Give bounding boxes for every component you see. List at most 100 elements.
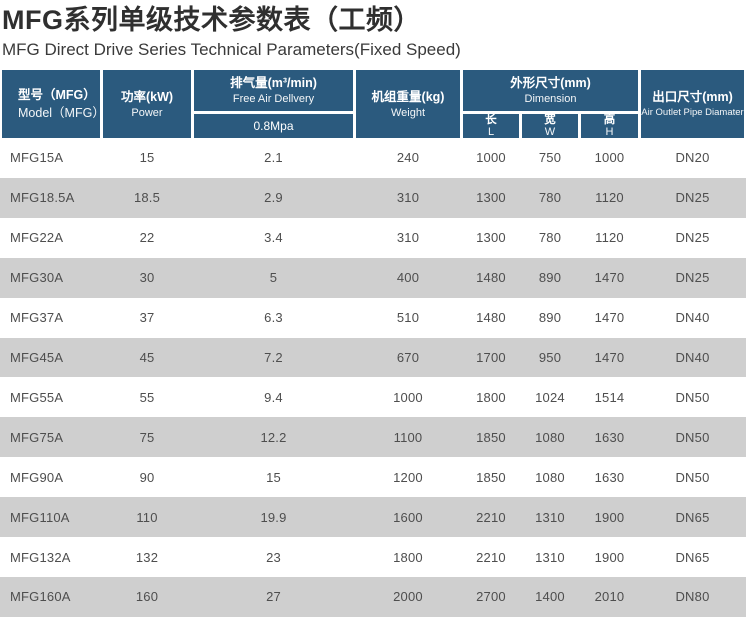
header-dim-length-cn: 长 — [485, 114, 497, 126]
table-row: MFG90A 90 15 1200 1850 1080 1630 DN50 — [0, 457, 746, 498]
table-row: MFG45A 45 7.2 670 1700 950 1470 DN40 — [0, 337, 746, 378]
cell-width: 890 — [538, 270, 562, 286]
header-fad-pressure: 0.8Mpa — [194, 114, 353, 138]
cell-power: 18.5 — [133, 190, 161, 206]
cell-model: MFG110A — [10, 509, 70, 525]
cell-height: 1120 — [595, 190, 624, 206]
cell-model: MFG45A — [10, 349, 64, 365]
cell-model: MFG160A — [10, 589, 71, 605]
cell-length: 1800 — [476, 389, 506, 405]
table-row: MFG37A 37 6.3 510 1480 890 1470 DN40 — [0, 297, 746, 338]
cell-outlet: DN25 — [675, 190, 710, 206]
table-row: MFG160A 160 27 2000 2700 1400 2010 DN80 — [0, 576, 746, 617]
cell-weight: 510 — [396, 310, 420, 326]
cell-weight: 2000 — [393, 589, 423, 605]
cell-height: 1514 — [594, 389, 625, 405]
cell-width: 1080 — [535, 469, 565, 485]
cell-length: 1850 — [476, 429, 506, 445]
cell-fad: 15 — [266, 469, 281, 485]
cell-power: 45 — [139, 349, 155, 365]
header-weight: 机组重量(kg) Weight — [356, 70, 460, 138]
page-subtitle: MFG Direct Drive Series Technical Parame… — [2, 40, 461, 59]
cell-length: 2210 — [476, 509, 506, 525]
cell-length: 2700 — [476, 589, 506, 605]
cell-outlet: DN40 — [675, 349, 710, 365]
cell-power: 15 — [139, 150, 155, 166]
cell-fad: 23 — [266, 549, 281, 565]
cell-height: 1900 — [594, 549, 625, 565]
cell-width: 890 — [538, 310, 562, 326]
header-model: 型号（MFG） Model（MFG） — [2, 70, 105, 138]
cell-power: 22 — [139, 230, 155, 246]
cell-fad: 7.2 — [264, 349, 283, 365]
cell-fad: 6.3 — [264, 310, 283, 326]
header-dimension-en: Dimension — [524, 93, 577, 105]
cell-model: MFG55A — [10, 389, 64, 405]
header-power: 功率(kW) Power — [103, 70, 191, 138]
cell-weight: 1000 — [393, 389, 423, 405]
table-row: MFG55A 55 9.4 1000 1800 1024 1514 DN50 — [0, 377, 746, 418]
cell-length: 1850 — [476, 469, 506, 485]
cell-model: MFG90A — [10, 469, 64, 485]
table-row: MFG22A 22 3.4 310 1300 780 1120 DN25 — [0, 217, 746, 258]
cell-model: MFG75A — [10, 429, 64, 445]
header-dim-length: 长 L — [463, 114, 519, 138]
table-row: MFG110A 110 19.9 1600 2210 1310 1900 DN6… — [0, 497, 746, 538]
cell-fad: 3.4 — [264, 230, 283, 246]
cell-weight: 400 — [396, 270, 420, 286]
cell-power: 110 — [136, 509, 158, 525]
cell-width: 1310 — [535, 509, 565, 525]
cell-outlet: DN40 — [675, 310, 710, 326]
table-row: MFG75A 75 12.2 1100 1850 1080 1630 DN50 — [0, 417, 746, 458]
header-dim-width-en: W — [544, 126, 556, 138]
cell-model: MFG30A — [10, 270, 64, 286]
cell-weight: 1100 — [393, 429, 423, 445]
header-power-cn: 功率(kW) — [120, 89, 174, 104]
cell-model: MFG15A — [10, 150, 64, 166]
header-weight-cn: 机组重量(kg) — [371, 89, 445, 104]
cell-fad: 2.9 — [264, 190, 283, 206]
cell-weight: 1800 — [393, 549, 423, 565]
cell-outlet: DN20 — [675, 150, 710, 166]
cell-length: 1480 — [476, 270, 506, 286]
header-power-en: Power — [131, 106, 163, 119]
header-dim-width-cn: 宽 — [544, 114, 556, 126]
cell-width: 950 — [538, 349, 562, 365]
header-outlet: 出口尺寸(mm) Air Outlet Pipe Diamater — [641, 70, 744, 138]
table-row: MFG132A 132 23 1800 2210 1310 1900 DN65 — [0, 537, 746, 577]
title-block: MFG系列单级技术参数表（工频） MFG Direct Drive Series… — [0, 0, 746, 70]
cell-width: 1080 — [535, 429, 565, 445]
header-dimension-cn: 外形尺寸(mm) — [510, 76, 591, 90]
cell-fad: 5 — [269, 270, 278, 286]
cell-model: MFG37A — [10, 310, 64, 326]
header-dim-length-en: L — [487, 126, 495, 138]
header-model-en: Model（MFG） — [18, 106, 105, 120]
cell-outlet: DN25 — [675, 230, 710, 246]
cell-power: 30 — [139, 270, 155, 286]
header-dim-height: 高 H — [581, 114, 638, 138]
cell-height: 1000 — [594, 150, 625, 166]
cell-outlet: DN65 — [675, 509, 710, 525]
table-row: MFG15A 15 2.1 240 1000 750 1000 DN20 — [0, 138, 746, 178]
cell-height: 1630 — [594, 469, 625, 485]
cell-fad: 9.4 — [264, 389, 283, 405]
table-body: MFG15A 15 2.1 240 1000 750 1000 DN20 MFG… — [0, 138, 746, 617]
header-dim-width: 宽 W — [522, 114, 578, 138]
header-model-cn: 型号（MFG） — [18, 88, 96, 102]
cell-width: 1024 — [535, 389, 565, 405]
table-header: 型号（MFG） Model（MFG） 功率(kW) Power 排气量(m³/m… — [0, 70, 746, 138]
cell-width: 750 — [538, 150, 562, 166]
table-row: MFG30A 30 5 400 1480 890 1470 DN25 — [0, 257, 746, 298]
header-dimension: 外形尺寸(mm) Dimension — [463, 70, 638, 111]
header-dim-height-cn: 高 — [603, 114, 616, 126]
cell-height: 1470 — [594, 270, 625, 286]
cell-outlet: DN25 — [675, 270, 710, 286]
header-fad-en: Free Air Dellvery — [232, 93, 315, 105]
cell-outlet: DN65 — [675, 549, 710, 565]
cell-height: 1120 — [595, 230, 624, 246]
page-title: MFG系列单级技术参数表（工频） — [2, 5, 421, 35]
cell-fad: 19.9 — [260, 509, 287, 525]
table-row: MFG18.5A 18.5 2.9 310 1300 780 1120 DN25 — [0, 177, 746, 218]
header-weight-en: Weight — [390, 106, 426, 119]
cell-length: 1480 — [476, 310, 506, 326]
